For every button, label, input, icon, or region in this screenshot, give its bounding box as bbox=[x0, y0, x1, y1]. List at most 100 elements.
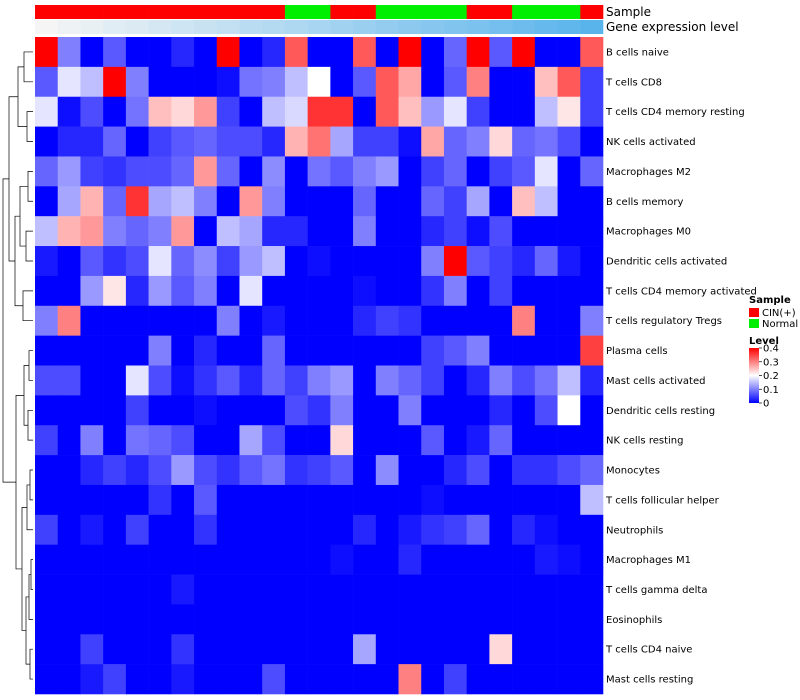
heatmap-cell bbox=[398, 275, 422, 307]
heatmap-cell bbox=[262, 96, 286, 127]
row-label: Eosinophils bbox=[606, 615, 662, 626]
heatmap-cell bbox=[103, 365, 127, 396]
heatmap-cell bbox=[580, 544, 604, 575]
gene-expression-annotation-track bbox=[35, 20, 604, 34]
expression-anno-cell bbox=[534, 20, 558, 34]
heatmap-cell bbox=[239, 305, 263, 336]
heatmap-cell bbox=[421, 604, 445, 635]
sample-anno-cell bbox=[353, 5, 377, 19]
expression-anno-cell bbox=[284, 20, 308, 34]
row-labels: B cells naive T cells CD8 T cells CD4 memo… bbox=[605, 47, 757, 685]
expression-anno-cell bbox=[148, 20, 172, 34]
heatmap-cell bbox=[171, 484, 195, 516]
heatmap-cell bbox=[330, 484, 354, 516]
heatmap-cell bbox=[57, 604, 81, 635]
heatmap-cell bbox=[580, 514, 604, 545]
heatmap-cell bbox=[262, 664, 286, 695]
expression-anno-cell bbox=[512, 20, 536, 34]
heatmap-cell bbox=[557, 37, 581, 68]
heatmap-cell bbox=[57, 425, 81, 456]
heatmap-cell bbox=[466, 216, 490, 247]
heatmap-cell bbox=[580, 246, 604, 277]
heatmap-cell bbox=[534, 484, 558, 516]
heatmap-cell bbox=[194, 365, 218, 396]
sample-anno-cell bbox=[580, 5, 604, 19]
heatmap-cell bbox=[80, 156, 104, 187]
level-tick-label: 0.3 bbox=[763, 357, 779, 368]
heatmap-cell bbox=[557, 455, 581, 486]
heatmap-cell bbox=[534, 365, 558, 396]
heatmap-cell bbox=[512, 604, 536, 635]
heatmap-cell bbox=[466, 574, 490, 605]
heatmap-cell bbox=[148, 395, 172, 426]
sample-anno-cell bbox=[57, 5, 81, 19]
heatmap-cell bbox=[398, 455, 422, 486]
heatmap-cell bbox=[443, 484, 467, 516]
heatmap-cell bbox=[284, 186, 308, 217]
row-label: B cells memory bbox=[606, 197, 683, 208]
expression-anno-cell bbox=[35, 20, 59, 34]
sample-track-title: Sample bbox=[606, 5, 651, 19]
heatmap-cell bbox=[148, 186, 172, 217]
heatmap-cell bbox=[148, 275, 172, 307]
heatmap-cell bbox=[35, 544, 59, 575]
heatmap-cell bbox=[443, 66, 467, 98]
heatmap-cell bbox=[80, 455, 104, 486]
heatmap-cell bbox=[103, 186, 127, 217]
heatmap-cell bbox=[534, 246, 558, 277]
heatmap-cell bbox=[284, 664, 308, 695]
heatmap-cell bbox=[216, 275, 240, 307]
heatmap-cell bbox=[125, 634, 149, 665]
heatmap-cell bbox=[125, 544, 149, 575]
heatmap-cell bbox=[239, 66, 263, 98]
heatmap-cell bbox=[216, 604, 240, 635]
heatmap-cell bbox=[239, 455, 263, 486]
heatmap-cell bbox=[512, 126, 536, 157]
heatmap-cell bbox=[330, 365, 354, 396]
heatmap-cell bbox=[534, 544, 558, 575]
heatmap-cell bbox=[216, 96, 240, 127]
heatmap-cell bbox=[103, 335, 127, 366]
sample-anno-cell bbox=[307, 5, 331, 19]
heatmap-cell bbox=[284, 96, 308, 127]
heatmap-cell bbox=[353, 604, 377, 635]
heatmap-cell bbox=[80, 305, 104, 336]
heatmap-cell bbox=[284, 216, 308, 247]
heatmap-cell bbox=[330, 514, 354, 545]
heatmap-cell bbox=[262, 305, 286, 336]
heatmap-cell bbox=[194, 664, 218, 695]
heatmap-cell bbox=[57, 455, 81, 486]
sample-anno-cell bbox=[375, 5, 399, 19]
level-tick-label: 0.4 bbox=[763, 344, 779, 355]
sample-anno-cell bbox=[284, 5, 308, 19]
heatmap-cell bbox=[103, 574, 127, 605]
heatmap-cell bbox=[57, 156, 81, 187]
heatmap-cell bbox=[35, 216, 59, 247]
heatmap-cell bbox=[307, 37, 331, 68]
heatmap-cell bbox=[398, 544, 422, 575]
heatmap-cell bbox=[580, 66, 604, 98]
heatmap-cell bbox=[580, 395, 604, 426]
heatmap-cell bbox=[57, 574, 81, 605]
heatmap-cell bbox=[194, 395, 218, 426]
heatmap-cell bbox=[194, 484, 218, 516]
heatmap-cell bbox=[580, 335, 604, 366]
heatmap-cell bbox=[239, 425, 263, 456]
dendrogram-branch bbox=[25, 596, 30, 665]
heatmap-cell bbox=[216, 246, 240, 277]
heatmap-cell bbox=[580, 216, 604, 247]
heatmap-cell bbox=[103, 425, 127, 456]
heatmap-cell bbox=[194, 275, 218, 307]
heatmap-cell bbox=[443, 544, 467, 575]
heatmap-cell bbox=[330, 455, 354, 486]
row-label: T cells CD8 bbox=[605, 77, 662, 88]
heatmap-cell bbox=[353, 365, 377, 396]
heatmap-cell bbox=[194, 126, 218, 157]
heatmap-cell bbox=[307, 425, 331, 456]
heatmap-cell bbox=[194, 335, 218, 366]
heatmap-cell bbox=[307, 574, 331, 605]
expression-anno-cell bbox=[421, 20, 445, 34]
heatmap-cell bbox=[489, 425, 513, 456]
heatmap-cell bbox=[353, 66, 377, 98]
heatmap-cell bbox=[103, 275, 127, 307]
